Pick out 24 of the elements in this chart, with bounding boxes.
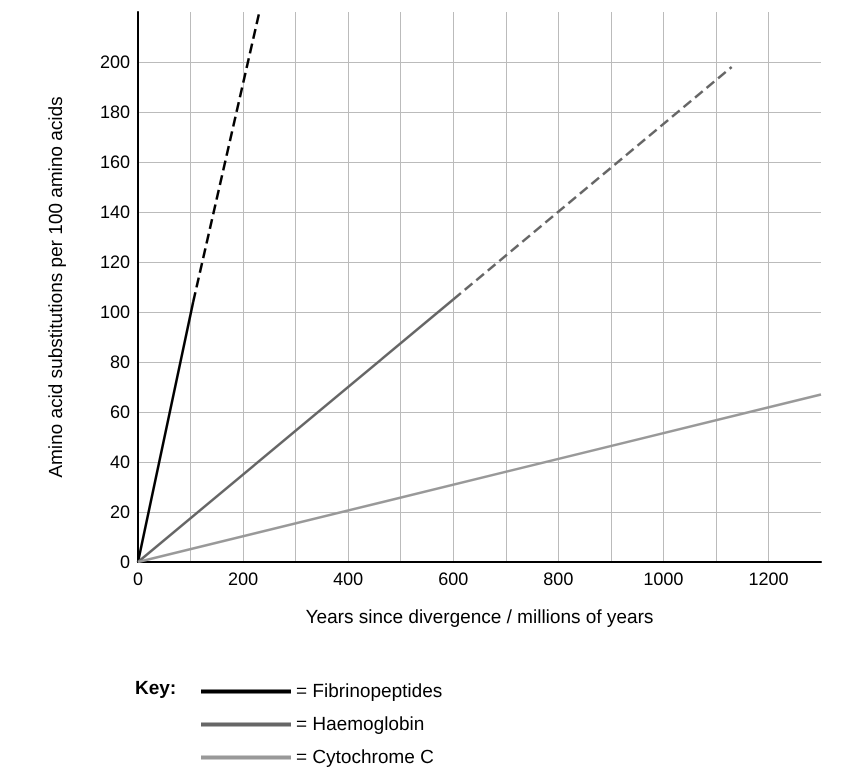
- y-tick-label: 100: [100, 302, 130, 322]
- x-tick-label: 1200: [748, 569, 788, 589]
- y-tick-label: 0: [120, 552, 130, 572]
- y-tick-label: 160: [100, 152, 130, 172]
- legend-label: = Fibrinopeptides: [296, 681, 442, 702]
- y-axis-title: Amino acid substitutions per 100 amino acids: [46, 96, 67, 478]
- x-tick-label: 200: [228, 569, 258, 589]
- y-tick-label: 140: [100, 202, 130, 222]
- x-tick-label: 400: [333, 569, 364, 589]
- y-tick-label: 60: [110, 402, 130, 422]
- y-tick-label: 200: [100, 52, 130, 72]
- x-tick-label: 600: [438, 569, 468, 589]
- x-tick-label: 1000: [643, 569, 684, 589]
- y-tick-label: 180: [100, 102, 130, 122]
- x-tick-label: 800: [543, 569, 574, 589]
- x-tick-label: 0: [132, 569, 144, 589]
- legend-title: Key:: [135, 678, 176, 699]
- y-tick-label: 120: [100, 252, 130, 272]
- legend-label: = Cytochrome C: [296, 747, 434, 768]
- y-tick-label: 40: [110, 452, 130, 472]
- y-tick-label: 80: [110, 352, 130, 372]
- x-axis-title: Years since divergence / millions of years: [306, 607, 654, 628]
- y-tick-label: 20: [110, 502, 130, 522]
- legend-label: = Haemoglobin: [296, 714, 424, 735]
